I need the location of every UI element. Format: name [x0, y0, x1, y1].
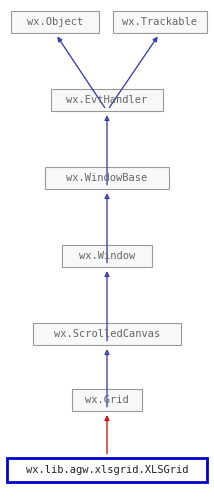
- FancyBboxPatch shape: [45, 167, 169, 189]
- FancyBboxPatch shape: [62, 245, 152, 267]
- Text: wx.ScrolledCanvas: wx.ScrolledCanvas: [54, 329, 160, 339]
- FancyBboxPatch shape: [11, 11, 99, 33]
- FancyBboxPatch shape: [33, 323, 181, 345]
- Text: wx.Window: wx.Window: [79, 251, 135, 261]
- FancyBboxPatch shape: [7, 458, 207, 482]
- Text: wx.EvtHandler: wx.EvtHandler: [66, 95, 148, 105]
- Text: wx.WindowBase: wx.WindowBase: [66, 173, 148, 183]
- FancyBboxPatch shape: [51, 89, 163, 111]
- Text: wx.lib.agw.xlsgrid.XLSGrid: wx.lib.agw.xlsgrid.XLSGrid: [26, 465, 188, 475]
- Text: wx.Trackable: wx.Trackable: [122, 17, 198, 27]
- FancyBboxPatch shape: [72, 389, 142, 411]
- Text: wx.Object: wx.Object: [27, 17, 83, 27]
- FancyBboxPatch shape: [113, 11, 207, 33]
- Text: wx.Grid: wx.Grid: [85, 395, 129, 405]
